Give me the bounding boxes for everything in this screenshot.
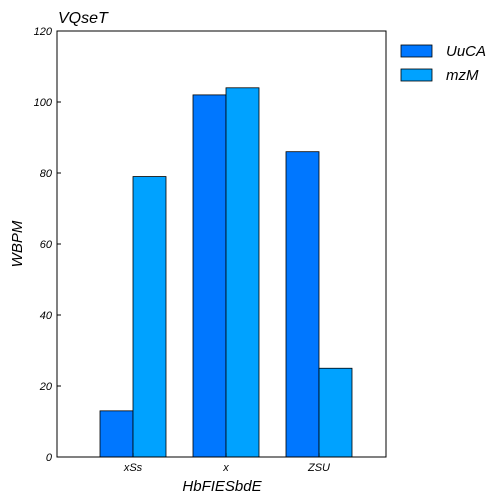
bar-mzM-xSs <box>132 176 167 458</box>
bar-UuCA-x <box>192 94 227 458</box>
y-tick-label: 120 <box>34 26 53 38</box>
legend-swatch-UuCA <box>400 44 433 58</box>
legend-swatch-mzM <box>400 68 433 82</box>
y-tick-label: 60 <box>40 239 53 251</box>
legend-label-mzM: mzM <box>446 67 479 84</box>
y-tick-label: 80 <box>40 168 53 180</box>
bar-UuCA-xSs <box>99 410 134 458</box>
y-tick-label: 20 <box>39 381 53 393</box>
y-tick-label: 0 <box>46 452 53 464</box>
y-tick-label: 100 <box>34 97 53 109</box>
chart-title: VQseT <box>58 10 109 27</box>
y-tick-label: 40 <box>40 310 53 322</box>
x-tick-label: x <box>222 462 229 474</box>
x-tick-label: ZSU <box>307 462 330 474</box>
legend: UuCA mzM <box>400 43 486 84</box>
bar-mzM-ZSU <box>318 367 353 458</box>
x-axis-label: HbFIESbdE <box>182 478 262 495</box>
x-tick-label: xSs <box>123 462 143 474</box>
y-axis-label: WBPM <box>9 220 26 267</box>
bar-mzM-x <box>225 87 260 458</box>
legend-label-UuCA: UuCA <box>446 43 486 60</box>
bar-UuCA-ZSU <box>285 151 320 458</box>
